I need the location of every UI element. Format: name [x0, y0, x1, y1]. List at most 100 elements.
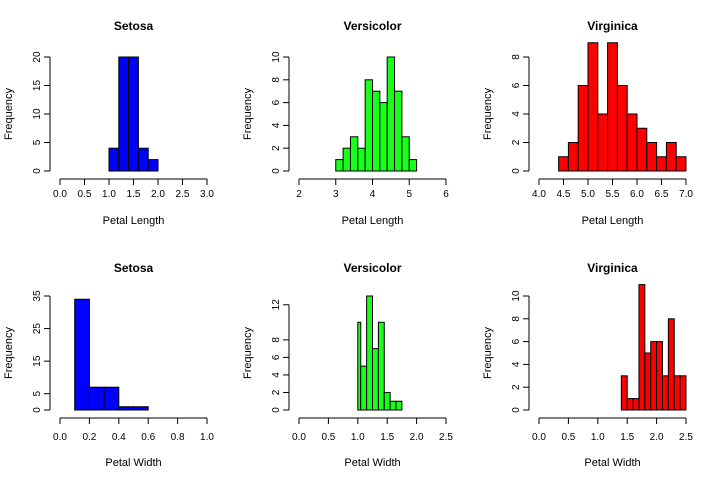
chart-1-y-tick-label-5: 20 [32, 51, 43, 63]
chart-6-bar-10 [673, 375, 681, 411]
chart-1-bar-1 [108, 147, 120, 172]
chart-3-y-tick-label-4: 6 [511, 82, 522, 88]
chart-1-y-tick-label-4: 15 [32, 80, 43, 92]
chart-3-bar-3 [577, 85, 589, 172]
chart-4-y-label: Frequency [3, 327, 15, 379]
chart-6-x-tick-label-4: 1.5 [620, 432, 634, 443]
chart-6-bar-6 [650, 341, 658, 411]
chart-6-x-tick-label-6: 2.5 [679, 432, 693, 443]
chart-2-x-tick-label-2: 3 [333, 189, 339, 200]
chart-6-y-tick-label-5: 8 [511, 316, 522, 322]
chart-4-x-tick-label-4: 0.6 [141, 432, 155, 443]
chart-3-x-tick-label-1: 4.0 [532, 189, 546, 200]
chart-5-title: Versicolor [343, 261, 401, 275]
chart-3-y-tick-label-5: 8 [511, 54, 522, 60]
chart-3-x-tick-label-7: 7.0 [679, 189, 693, 200]
chart-6-y-tick-label-4: 6 [511, 338, 522, 344]
chart-3-bar-9 [636, 127, 648, 172]
chart-4: Setosa 0 5 15 25 35 Frequency 0.0 0.2 0.4 0.6 0.8 1.… [3, 261, 214, 469]
chart-4-y-tick-label-3: 15 [32, 355, 43, 367]
chart-5-y-tick-label-4: 6 [271, 354, 282, 360]
chart-5-bar-6 [383, 391, 391, 411]
chart-4-x-tick-label-3: 0.4 [112, 432, 126, 443]
chart-3-x-tick-label-4: 5.5 [606, 189, 620, 200]
chart-1-y-tick-label-3: 10 [32, 108, 43, 120]
chart-2-bar-8 [386, 56, 396, 172]
chart-6-x-tick-label-1: 0.0 [532, 432, 546, 443]
chart-2-x-tick-label-1: 2 [296, 189, 302, 200]
chart-3-title: Virginica [587, 19, 638, 33]
chart-3-bar-6 [607, 42, 618, 172]
chart-1-y-tick-label-2: 5 [32, 139, 43, 145]
chart-3-x-tick-label-5: 6.0 [630, 189, 644, 200]
chart-2-bar-9 [394, 90, 403, 172]
chart-2-x-label: Petal Length [342, 215, 404, 227]
chart-1-x-tick-label-2: 0.5 [78, 189, 92, 200]
chart-3-bar-2 [567, 142, 579, 172]
chart-3-x-tick-label-2: 4.5 [557, 189, 571, 200]
chart-4-bar-2 [88, 386, 105, 411]
chart-6-y-tick-label-1: 0 [511, 407, 522, 413]
chart-3-y-tick-label-1: 0 [511, 168, 522, 174]
chart-4-title: Setosa [114, 261, 154, 275]
chart-6-bar-2 [626, 398, 634, 411]
chart-5-y-label: Frequency [242, 327, 254, 379]
chart-4-bar-5 [133, 406, 149, 411]
chart-2: Versicolor 0 2 4 6 8 10 Frequency 2 3 4 5 6 Petal Len… [242, 19, 449, 227]
chart-3-bar-13 [675, 156, 687, 172]
chart-1-x-label: Petal Length [103, 215, 165, 227]
chart-4-y-tick-label-2: 5 [32, 390, 43, 396]
chart-2-y-tick-label-5: 8 [271, 77, 282, 83]
chart-4-x-tick-label-1: 0.0 [53, 432, 67, 443]
chart-4-y-tick-label-1: 0 [32, 407, 43, 413]
chart-1-x-tick-label-3: 1.0 [102, 189, 116, 200]
chart-6-y-label: Frequency [482, 327, 494, 379]
chart-5-x-tick-label-5: 2.0 [410, 432, 424, 443]
chart-1-bar-3 [128, 56, 139, 172]
chart-3-y-tick-label-3: 4 [511, 111, 522, 117]
chart-5-x-label: Petal Width [344, 457, 400, 469]
chart-2-bar-4 [357, 147, 366, 172]
chart-2-y-tick-label-4: 6 [271, 99, 282, 105]
chart-3-bar-1 [558, 156, 569, 172]
chart-1-y-tick-label-1: 0 [32, 168, 43, 174]
chart-3-bar-4 [587, 42, 599, 172]
chart-5-bar-5 [377, 321, 385, 411]
chart-3-x-tick-label-3: 5.0 [581, 189, 595, 200]
chart-6-x-tick-label-3: 1.0 [591, 432, 605, 443]
chart-2-bar-5 [364, 79, 373, 172]
chart-6-y-tick-label-6: 10 [511, 290, 522, 302]
chart-5-bar-4 [372, 348, 379, 411]
chart-6-y-tick-label-2: 2 [511, 384, 522, 390]
chart-5-x-tick-label-4: 1.5 [380, 432, 394, 443]
chart-4-x-tick-label-6: 1.0 [200, 432, 214, 443]
chart-5-y-tick-label-6: 12 [271, 299, 282, 311]
chart-3-bar-8 [626, 113, 638, 172]
chart-5-x-tick-label-6: 2.5 [439, 432, 453, 443]
chart-6-bar-11 [679, 375, 687, 411]
chart-4-x-tick-label-5: 0.8 [171, 432, 185, 443]
chart-3-bar-10 [646, 142, 658, 172]
chart-2-bar-11 [408, 159, 418, 172]
chart-5-bar-3 [366, 295, 373, 411]
chart-2-y-tick-label-1: 0 [271, 168, 282, 174]
chart-5-bar-7 [389, 400, 397, 411]
chart-2-x-tick-label-5: 6 [443, 189, 449, 200]
chart-6-x-tick-label-2: 0.5 [561, 432, 575, 443]
chart-6-bar-8 [661, 375, 669, 411]
chart-2-y-tick-label-3: 4 [271, 122, 282, 128]
chart-1-bar-2 [118, 56, 130, 172]
chart-3-bar-11 [656, 156, 667, 172]
chart-6-bar-5 [644, 352, 652, 411]
chart-1-title: Setosa [114, 19, 154, 33]
chart-2-bar-1 [335, 159, 344, 172]
chart-1-bar-5 [147, 159, 159, 172]
chart-4-x-tick-label-2: 0.2 [82, 432, 96, 443]
chart-4-y-tick-label-5: 35 [32, 290, 43, 302]
chart-2-x-tick-label-4: 5 [406, 189, 412, 200]
chart-2-bar-10 [401, 136, 410, 172]
chart-6-bar-1 [620, 375, 628, 411]
chart-2-x-tick-label-3: 4 [370, 189, 376, 200]
chart-5-y-tick-label-3: 4 [271, 372, 282, 378]
chart-6-x-tick-label-5: 2.0 [650, 432, 664, 443]
